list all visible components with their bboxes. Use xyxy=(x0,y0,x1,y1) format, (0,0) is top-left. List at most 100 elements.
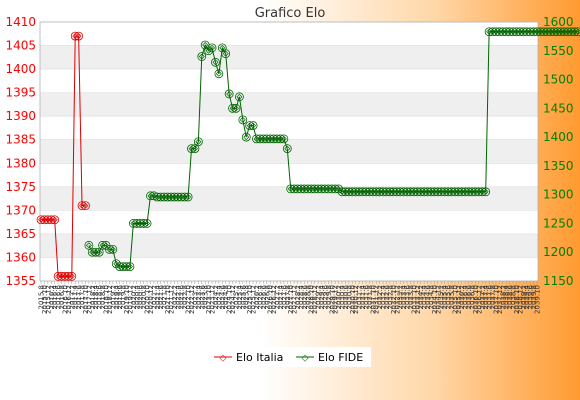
data-point xyxy=(187,144,196,154)
data-point-marker xyxy=(150,192,157,199)
x-tick-label: 2039.2 xyxy=(520,285,528,310)
x-tick-label: 2021.12 xyxy=(167,285,175,314)
x-tick-label: 2038.4 xyxy=(503,284,511,309)
data-point xyxy=(197,52,207,61)
data-point xyxy=(122,262,131,272)
x-tick-label: 2029.8 xyxy=(325,285,333,310)
data-point xyxy=(77,201,87,211)
x-tick-label: 2034.4 xyxy=(421,284,429,309)
x-tick-label: 2019.2 xyxy=(109,285,117,310)
data-point-marker xyxy=(202,42,209,49)
x-tick-label: 2035.4 xyxy=(441,284,449,309)
x-tick-label: 2025.2 xyxy=(232,285,240,310)
data-point-marker xyxy=(222,50,229,57)
x-tick-label: 2029.10 xyxy=(328,285,336,314)
x-tick-label: 2035.12 xyxy=(455,285,463,314)
x-tick-label: 2034.12 xyxy=(434,285,442,314)
x-tick-label: 2033.12 xyxy=(414,285,422,314)
x-tick-label: 2030.8 xyxy=(345,285,353,310)
x-tick-label: 2027.6 xyxy=(280,284,288,309)
x-tick-label: 2031.8 xyxy=(366,285,374,310)
data-point xyxy=(207,43,217,53)
x-tick-label: 2025.6 xyxy=(239,284,247,309)
x-tick-label: 2023.4 xyxy=(195,284,203,309)
x-tick-label: 2025.8 xyxy=(243,285,251,310)
data-point xyxy=(573,27,580,37)
x-tick-label: 2037.12 xyxy=(496,285,504,314)
data-point-marker xyxy=(126,263,133,270)
grid-band xyxy=(40,233,538,258)
data-point-marker xyxy=(82,202,89,209)
x-tick-label: 2034.6 xyxy=(424,284,432,309)
x-tick-label: 2020.4 xyxy=(133,284,141,309)
data-point-marker xyxy=(250,122,257,129)
x-tick-label: 2016.8 xyxy=(58,285,66,310)
x-tick-label: 2037.4 xyxy=(482,284,490,309)
right-tick-label: 1150 xyxy=(543,274,574,288)
x-tick-label: 2020.6 xyxy=(137,284,145,309)
x-tick-label: 2025.12 xyxy=(250,285,258,314)
x-tick-label: 2038.12 xyxy=(516,285,524,314)
x-tick-label: 2016.6 xyxy=(55,284,63,309)
data-point xyxy=(46,215,56,225)
x-tick-label: 2029.6 xyxy=(321,284,329,309)
x-tick-label: 2019.4 xyxy=(113,284,121,309)
grid-band xyxy=(40,139,538,164)
data-point-marker xyxy=(209,44,216,51)
data-point xyxy=(245,121,255,130)
x-tick-label: 2038.2 xyxy=(499,285,507,310)
data-point xyxy=(481,187,491,197)
series-layer xyxy=(36,27,580,281)
data-point xyxy=(108,244,118,254)
x-tick-label: 2027.2 xyxy=(274,285,282,310)
data-point-marker xyxy=(284,145,291,152)
x-tick-label: 2039.8 xyxy=(530,285,538,310)
grid-band xyxy=(40,92,538,117)
x-tick-label: 2032.12 xyxy=(393,285,401,314)
data-point xyxy=(231,103,241,113)
x-tick-label: 2036.8 xyxy=(469,285,477,310)
x-tick-label: 2032.10 xyxy=(390,285,398,314)
chart-title: Grafico Elo xyxy=(255,6,326,21)
x-tick-label: 2029.12 xyxy=(332,285,340,314)
right-axis: 1150 1200 1250 1300 1350 1400 1450 1500 1550 1600 xyxy=(543,15,574,288)
legend-marker-italia: ◇ xyxy=(220,354,227,364)
x-tick-label: 2031.6 xyxy=(362,284,370,309)
right-tick-label: 1400 xyxy=(543,130,574,144)
x-tick-label: 2016.2 xyxy=(48,285,56,310)
x-tick-label: 2034.10 xyxy=(431,285,439,314)
x-tick-label: 2016.10 xyxy=(61,285,69,314)
right-tick-label: 1450 xyxy=(543,101,574,115)
right-tick-label: 1550 xyxy=(543,44,574,58)
x-tick-label: 2017.4 xyxy=(72,284,80,309)
x-tick-label: 2033.4 xyxy=(400,284,408,309)
data-point-marker xyxy=(205,47,212,54)
x-tick-label: 2022.8 xyxy=(181,285,189,310)
data-point-marker xyxy=(96,249,103,256)
data-point xyxy=(224,89,234,99)
x-tick-label: 2022.2 xyxy=(171,285,179,310)
data-point xyxy=(183,192,193,202)
x-tick-label: 2031.4 xyxy=(359,284,367,309)
data-point xyxy=(238,115,248,125)
x-tick-label: 2023.10 xyxy=(205,285,213,314)
right-tick-label: 1350 xyxy=(543,159,574,173)
data-point xyxy=(81,201,90,211)
x-tick-label: 2027.10 xyxy=(287,285,295,314)
data-point-marker xyxy=(191,145,198,152)
x-tick-label: 2032.8 xyxy=(386,285,394,310)
data-point-marker xyxy=(185,193,192,200)
x-tick-label: 2019.12 xyxy=(126,285,134,314)
x-tick-label: 2015.10 xyxy=(41,285,49,314)
x-tick-label: 2023.2 xyxy=(191,285,199,310)
x-tick-label: 2027.8 xyxy=(284,285,292,310)
x-tick-label: 2030.12 xyxy=(352,285,360,314)
x-tick-label: 2025.10 xyxy=(246,285,254,314)
series-elo-italia xyxy=(36,31,90,281)
x-tick-label: 2035.8 xyxy=(448,285,456,310)
x-tick-label: 2036.6 xyxy=(465,284,473,309)
x-tick-label: 2035.2 xyxy=(438,285,446,310)
data-point xyxy=(91,247,101,257)
legend-label-fide: Elo FIDE xyxy=(318,351,363,364)
